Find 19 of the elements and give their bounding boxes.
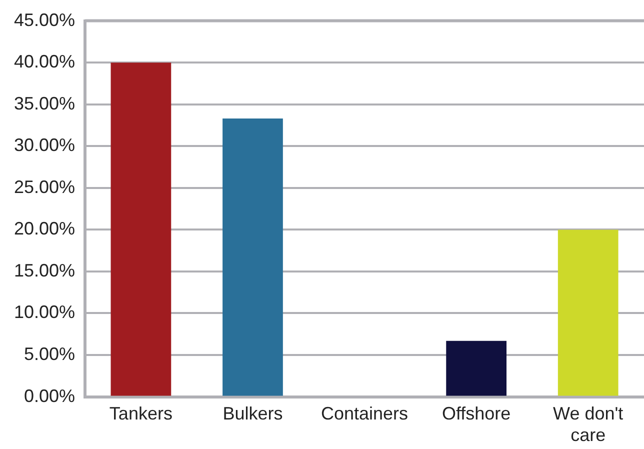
y-tick-label: 30.00% <box>14 135 76 156</box>
bar <box>110 62 172 396</box>
bar <box>558 230 618 396</box>
x-tick-label: We don't care <box>553 404 624 446</box>
y-tick-label: 40.00% <box>14 52 76 72</box>
bar <box>446 340 506 396</box>
y-tick-label: 25.00% <box>14 176 76 197</box>
y-tick-label: 35.00% <box>14 93 76 114</box>
y-tick-label: 5.00% <box>24 344 76 364</box>
bar <box>222 118 283 396</box>
x-tick-label: Bulkers <box>222 404 283 424</box>
y-tick-label: 15.00% <box>14 260 76 280</box>
y-tick-label: 20.00% <box>14 218 76 239</box>
y-tick-label: 10.00% <box>14 302 76 322</box>
y-tick-label: 45.00% <box>14 10 76 30</box>
x-tick-label: Containers <box>321 404 408 424</box>
x-tick-label: Offshore <box>442 404 511 424</box>
x-tick-label: Tankers <box>109 404 172 424</box>
y-tick-label: 0.00% <box>24 386 76 406</box>
